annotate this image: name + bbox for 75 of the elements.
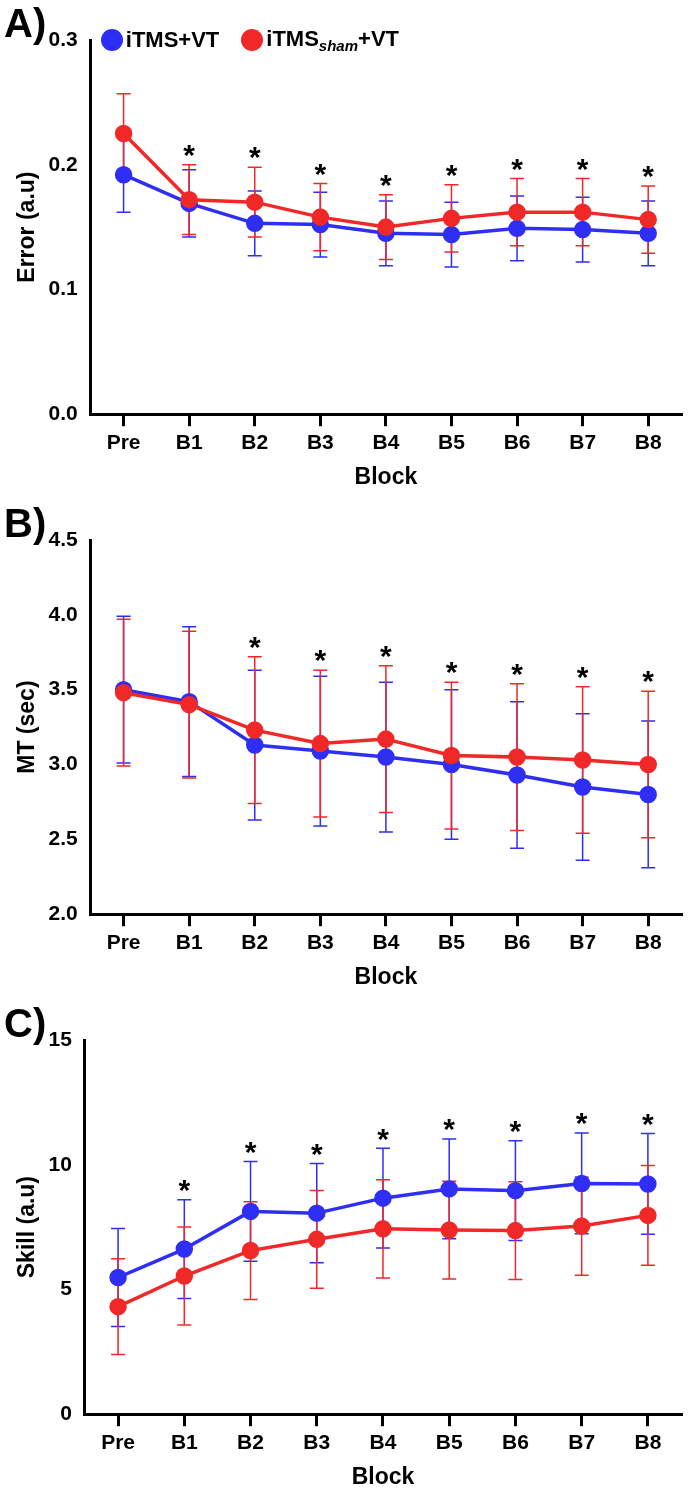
y-tick-label: 4.0 <box>48 601 78 625</box>
y-tick-label: 4.5 <box>48 526 79 550</box>
x-tick-label: B7 <box>569 929 597 953</box>
y-tick-label: 15 <box>48 1026 73 1050</box>
y-tick-label: 2.5 <box>48 826 79 850</box>
x-tick-label: B7 <box>568 1429 596 1453</box>
y-tick-label: 0 <box>60 1401 72 1424</box>
x-tick-label: B5 <box>438 929 466 953</box>
annotation: * <box>576 659 589 693</box>
x-tick-label: Pre <box>106 929 141 953</box>
x-tick-label: B1 <box>175 429 203 453</box>
y-tick-label: 10 <box>48 1151 72 1175</box>
x-tick-label: B4 <box>369 1429 397 1453</box>
annotation: * <box>445 655 458 689</box>
x-tick-label: Pre <box>101 1429 135 1453</box>
annotation: * <box>642 159 655 193</box>
y-tick-label: 0.2 <box>48 151 78 175</box>
annotation: * <box>576 151 589 185</box>
x-tick-label: B8 <box>634 429 662 453</box>
annotation: * <box>377 1121 390 1155</box>
legend-label: iTMS+VT <box>125 27 220 54</box>
x-tick-label: B8 <box>634 929 662 953</box>
x-tick-label: B6 <box>503 929 531 953</box>
annotation: * <box>248 140 261 174</box>
annotation: * <box>380 167 393 201</box>
x-tick-label: B1 <box>175 929 203 953</box>
x-tick-label: B4 <box>372 929 400 953</box>
y-tick-label: 3.5 <box>48 676 79 700</box>
chart-title: A) <box>4 0 47 46</box>
y-tick-label: 0.1 <box>48 276 79 300</box>
x-axis-title: Block <box>351 1462 415 1489</box>
x-tick-label: B7 <box>569 429 597 453</box>
x-tick-label: B6 <box>502 1429 529 1453</box>
x-tick-label: B6 <box>503 429 531 453</box>
annotation: * <box>443 1112 456 1146</box>
chart-title: B) <box>4 500 47 546</box>
annotation: * <box>248 630 261 664</box>
x-tick-label: B3 <box>306 429 334 453</box>
annotation: * <box>575 1106 588 1140</box>
annotation: * <box>314 643 327 677</box>
x-tick-label: B3 <box>303 1429 331 1453</box>
annotation: * <box>183 138 196 171</box>
x-tick-label: B4 <box>372 429 400 453</box>
x-tick-label: B2 <box>241 929 269 953</box>
y-tick-label: 3.0 <box>48 751 78 775</box>
x-tick-label: B2 <box>241 429 269 453</box>
legend-label: iTMS$_{sham}$+VT <box>266 26 400 55</box>
annotation: * <box>310 1136 323 1170</box>
annotation: * <box>380 639 393 672</box>
y-tick-label: 2.0 <box>48 901 78 924</box>
x-tick-label: B3 <box>306 929 334 953</box>
y-axis-title: Error (a.u) <box>13 171 40 283</box>
annotation: * <box>178 1172 191 1206</box>
annotation: * <box>642 1106 655 1140</box>
x-tick-label: B5 <box>435 1429 463 1453</box>
y-tick-label: 5 <box>60 1276 73 1300</box>
y-tick-label: 0.0 <box>48 401 78 424</box>
x-tick-label: Pre <box>106 429 141 453</box>
annotation: * <box>509 1114 522 1148</box>
x-axis-title: Block <box>354 462 418 489</box>
y-tick-label: 0.3 <box>48 26 78 50</box>
x-tick-label: B1 <box>170 1429 199 1453</box>
chart-title: C) <box>4 1000 47 1046</box>
x-axis-title: Block <box>354 962 418 989</box>
annotation: * <box>511 151 524 185</box>
x-tick-label: B2 <box>237 1429 264 1453</box>
x-tick-label: B5 <box>438 429 466 453</box>
x-tick-label: B8 <box>634 1429 662 1453</box>
y-axis-title: Skill (a.u) <box>13 1175 40 1279</box>
annotation: * <box>511 656 524 690</box>
y-axis-title: MT (sec) <box>13 680 40 774</box>
annotation: * <box>244 1134 257 1168</box>
annotation: * <box>445 157 458 191</box>
annotation: * <box>642 664 655 698</box>
annotation: * <box>314 156 327 190</box>
